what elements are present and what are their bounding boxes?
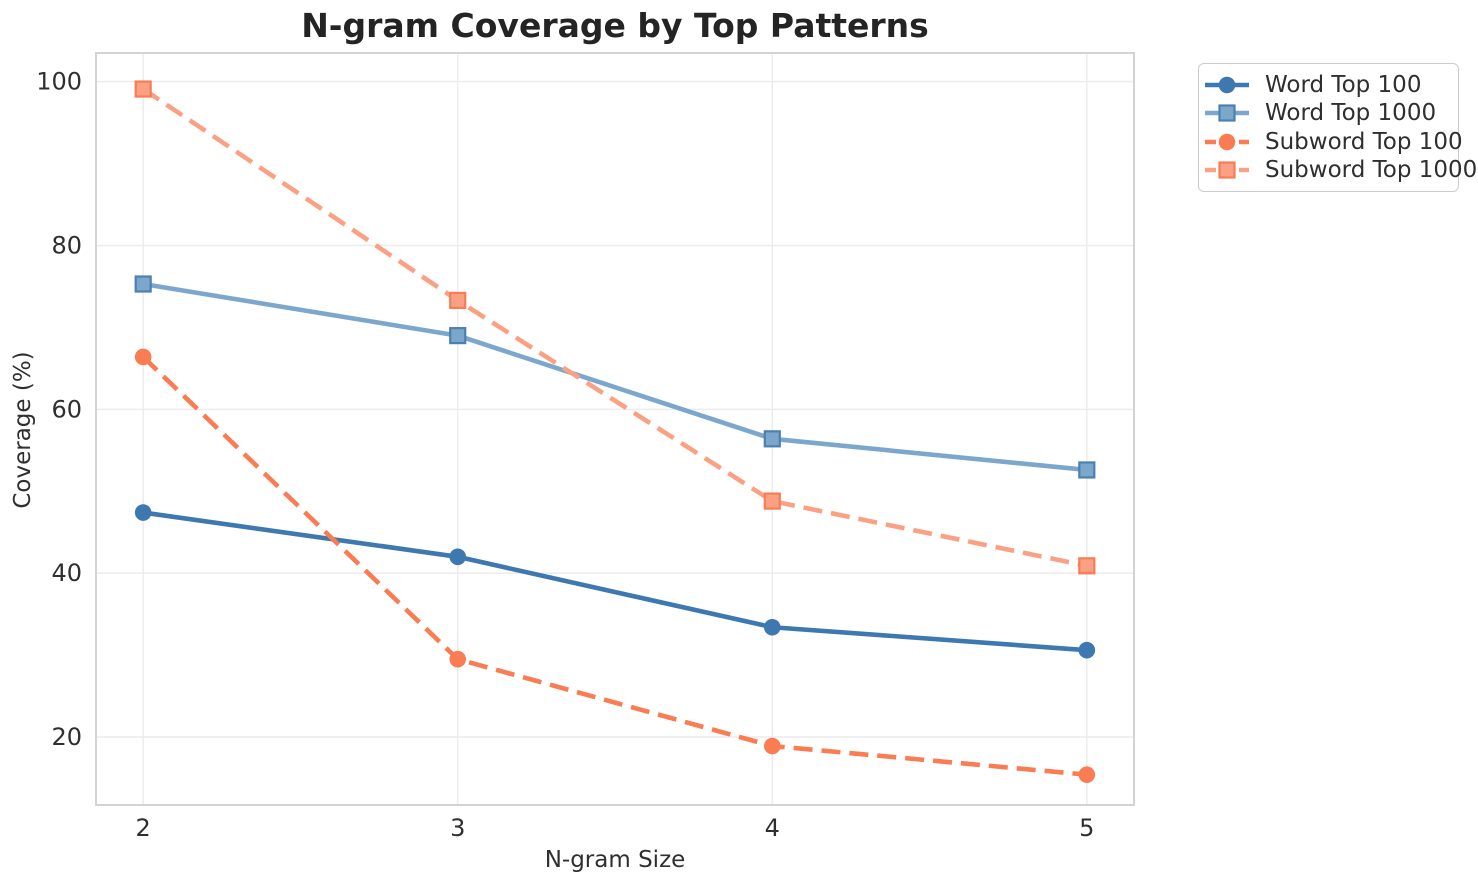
- y-tick-label: 20: [51, 723, 82, 751]
- legend-label: Subword Top 100: [1265, 128, 1463, 155]
- x-tick-label: 3: [450, 814, 465, 842]
- data-point-marker: [449, 327, 467, 345]
- legend-label: Subword Top 1000: [1265, 156, 1478, 183]
- data-point-marker: [763, 737, 781, 755]
- x-axis-label: N-gram Size: [544, 847, 686, 873]
- legend-item-subword-top-100: Subword Top 100: [1204, 128, 1463, 156]
- series-line-2: [142, 281, 1088, 473]
- series-line-1: [142, 510, 1087, 653]
- data-point-marker: [449, 548, 467, 566]
- axes-frame: [95, 52, 1135, 806]
- legend-label: Word Top 1000: [1265, 100, 1437, 127]
- data-point-marker: [134, 504, 152, 521]
- data-point-marker: [1078, 641, 1096, 659]
- y-tick-label: 60: [51, 395, 82, 423]
- x-tick-label: 4: [765, 814, 780, 842]
- data-point-marker: [134, 275, 152, 293]
- data-point-marker: [1078, 766, 1096, 783]
- legend-solid-line-circle-marker-icon: [1205, 76, 1249, 94]
- x-tick-label: 5: [1079, 814, 1094, 842]
- data-point-marker: [763, 430, 781, 448]
- chart-title: N-gram Coverage by Top Patterns: [301, 6, 929, 45]
- series-line-3: [141, 355, 1088, 777]
- data-point-marker: [763, 618, 781, 636]
- legend-dashed-line-circle-marker-icon: [1205, 133, 1249, 150]
- legend-item-word-top-1000: Word Top 1000: [1204, 99, 1450, 127]
- data-point-marker: [449, 650, 467, 668]
- data-point-marker: [1078, 557, 1096, 575]
- data-point-marker: [1078, 461, 1096, 479]
- y-tick-label: 80: [51, 232, 82, 260]
- legend-dashed-line-square-marker-icon: [1205, 161, 1249, 179]
- data-point-marker: [134, 80, 152, 98]
- legend-solid-line-square-marker-icon: [1205, 104, 1249, 122]
- data-point-marker: [134, 348, 152, 366]
- series-line-4: [141, 87, 1088, 569]
- data-point-marker: [449, 291, 467, 309]
- y-tick-label: 40: [51, 559, 82, 587]
- legend: Word Top 100 Word Top 1000 Subword Top 100…: [1198, 63, 1477, 192]
- y-axis-label: Coverage (%): [10, 351, 36, 509]
- x-tick-label: 2: [136, 814, 151, 842]
- legend-label: Word Top 100: [1265, 72, 1422, 98]
- legend-item-subword-top-1000: Subword Top 1000: [1204, 156, 1477, 184]
- legend-item-word-top-100: Word Top 100: [1204, 71, 1450, 99]
- y-tick-label: 100: [36, 68, 82, 96]
- data-point-marker: [763, 492, 781, 510]
